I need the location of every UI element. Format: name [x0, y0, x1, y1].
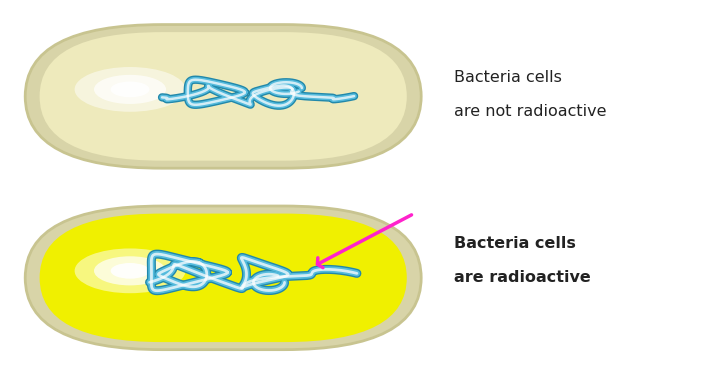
Text: are not radioactive: are not radioactive: [454, 104, 606, 119]
Ellipse shape: [111, 82, 150, 97]
FancyBboxPatch shape: [40, 214, 407, 342]
FancyBboxPatch shape: [25, 25, 421, 168]
Text: are radioactive: are radioactive: [454, 270, 590, 285]
Ellipse shape: [94, 75, 166, 104]
Ellipse shape: [75, 248, 186, 293]
Ellipse shape: [75, 67, 186, 112]
Text: Bacteria cells: Bacteria cells: [454, 70, 562, 85]
Ellipse shape: [94, 256, 166, 285]
FancyBboxPatch shape: [40, 32, 407, 161]
Ellipse shape: [111, 263, 150, 279]
FancyBboxPatch shape: [25, 206, 421, 350]
Text: Bacteria cells: Bacteria cells: [454, 236, 575, 251]
